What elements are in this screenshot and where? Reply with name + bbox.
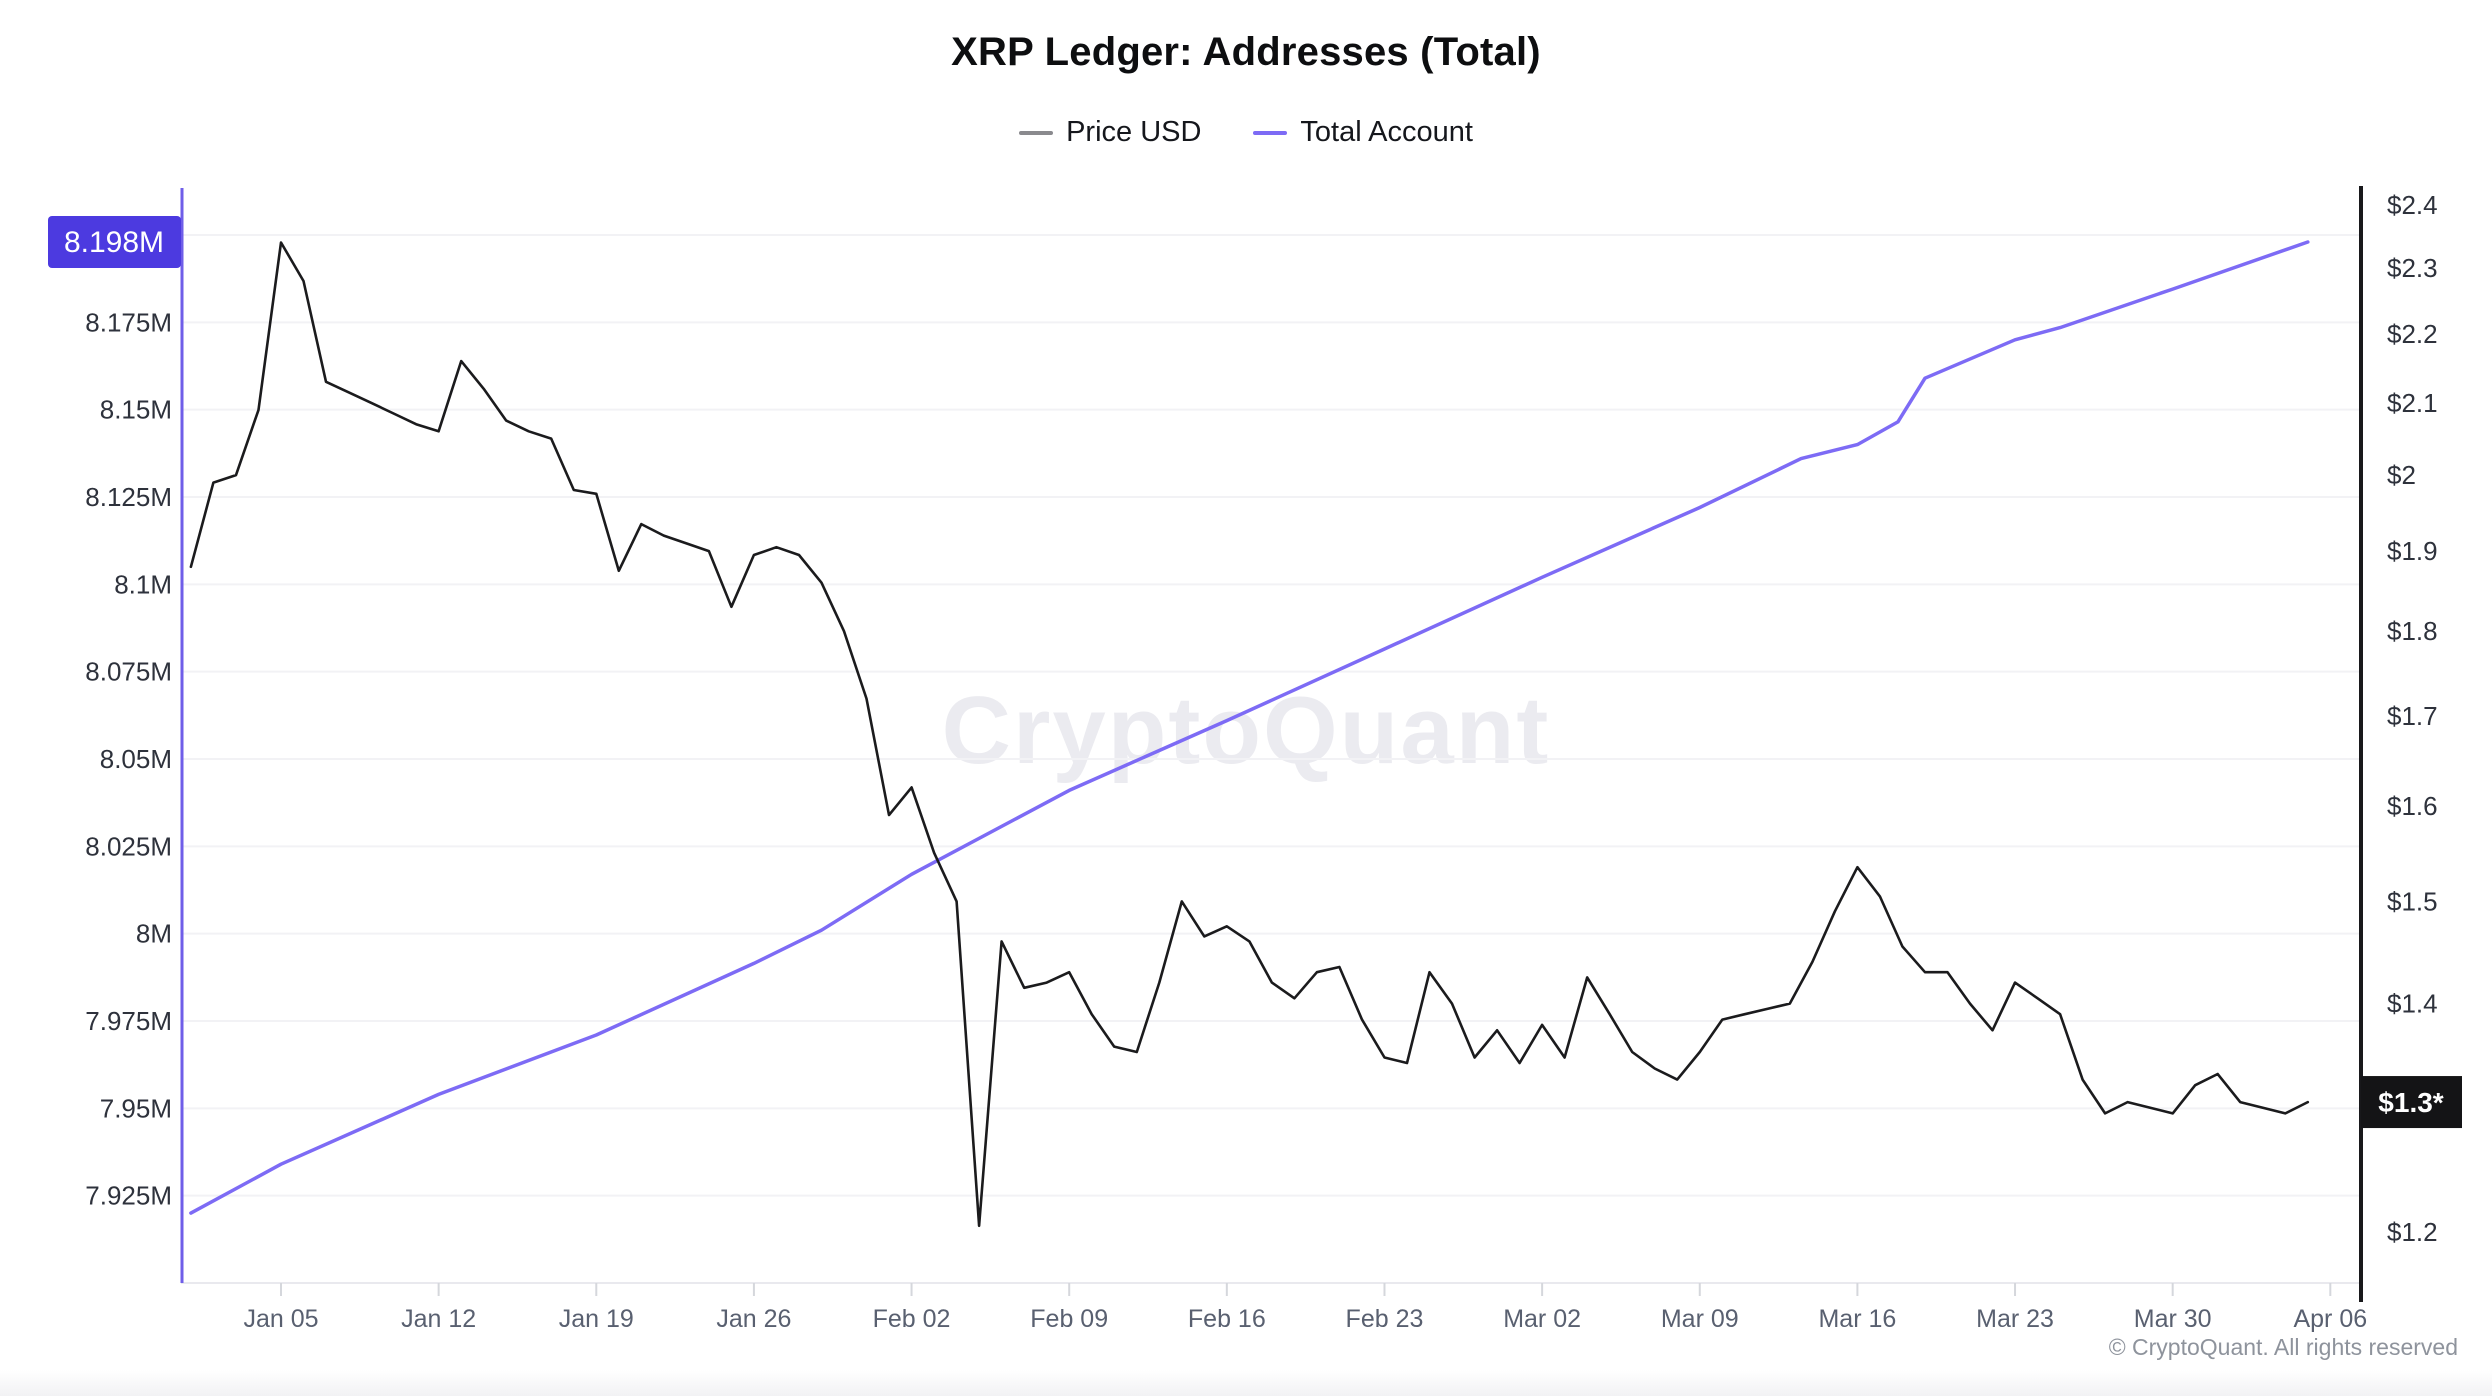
right-axis-label: $2.4: [2387, 190, 2438, 220]
left-axis-label: 8.075M: [85, 657, 172, 687]
x-tick-label: Jan 19: [559, 1305, 634, 1333]
x-tick-label: Feb 16: [1188, 1305, 1266, 1333]
left-axis-label: 7.925M: [85, 1181, 172, 1211]
x-tick-label: Jan 05: [243, 1305, 318, 1333]
left-axis-label: 8.175M: [85, 307, 172, 337]
x-tick-label: Jan 26: [716, 1305, 791, 1333]
left-value-badge: [48, 215, 181, 268]
left-axis-label: 7.95M: [100, 1093, 172, 1123]
right-axis-label: $1.8: [2387, 616, 2438, 646]
right-axis-label: $1.2: [2387, 1217, 2438, 1247]
right-axis-label: $1.4: [2387, 989, 2438, 1019]
right-value-badge: [2361, 1076, 2462, 1129]
legend-label-total-account: Total Account: [1300, 116, 1473, 148]
copyright-text: © CryptoQuant. All rights reserved: [2108, 1334, 2458, 1360]
legend-label-price: Price USD: [1066, 116, 1202, 148]
x-tick-label: Mar 16: [1818, 1305, 1896, 1333]
right-axis-label: $1.5: [2387, 886, 2438, 916]
right-value-badge-label: $1.3*: [2378, 1087, 2443, 1118]
x-tick-label: Mar 30: [2134, 1305, 2212, 1333]
price-line-swatch-icon: [1019, 130, 1054, 135]
legend-item-total-account[interactable]: Total Account: [1253, 116, 1473, 149]
price-usd-line[interactable]: [189, 241, 2310, 1228]
chart-legend: Price USD Total Account: [0, 116, 2492, 149]
legend-item-price[interactable]: Price USD: [1019, 116, 1201, 149]
bottom-band: [0, 1370, 2492, 1396]
x-tick-label: Mar 23: [1976, 1305, 2054, 1333]
right-axis-label: $2.2: [2387, 319, 2438, 349]
left-axis-label: 8M: [136, 919, 172, 949]
left-axis-label: 8.15M: [100, 395, 172, 425]
total-account-line[interactable]: [189, 240, 2310, 1215]
right-axis-label: $1.6: [2387, 791, 2438, 821]
x-tick-label: Mar 02: [1503, 1305, 1581, 1333]
x-tick-label: Feb 09: [1030, 1305, 1108, 1333]
chart-title: XRP Ledger: Addresses (Total): [951, 30, 1541, 74]
left-axis-label: 8.1M: [114, 569, 172, 599]
left-axis-label: 8.05M: [100, 744, 172, 774]
left-value-badge-label: 8.198M: [64, 226, 164, 259]
x-tick-label: Mar 09: [1661, 1305, 1739, 1333]
right-axis-label: $1.7: [2387, 701, 2438, 731]
right-axis-label: $1.9: [2387, 536, 2438, 566]
right-axis-label: $2.1: [2387, 388, 2438, 418]
x-tick-label: Feb 23: [1346, 1305, 1424, 1333]
x-tick-label: Apr 06: [2293, 1305, 2367, 1333]
x-tick-label: Feb 02: [873, 1305, 951, 1333]
right-axis-label: $2.3: [2387, 253, 2438, 283]
left-axis-label: 7.975M: [85, 1006, 172, 1036]
left-axis-label: 8.025M: [85, 831, 172, 861]
left-axis-label: 8.125M: [85, 482, 172, 512]
total-account-line-swatch-icon: [1253, 130, 1288, 135]
x-tick-label: Jan 12: [401, 1305, 476, 1333]
right-axis-label: $2: [2387, 460, 2416, 490]
